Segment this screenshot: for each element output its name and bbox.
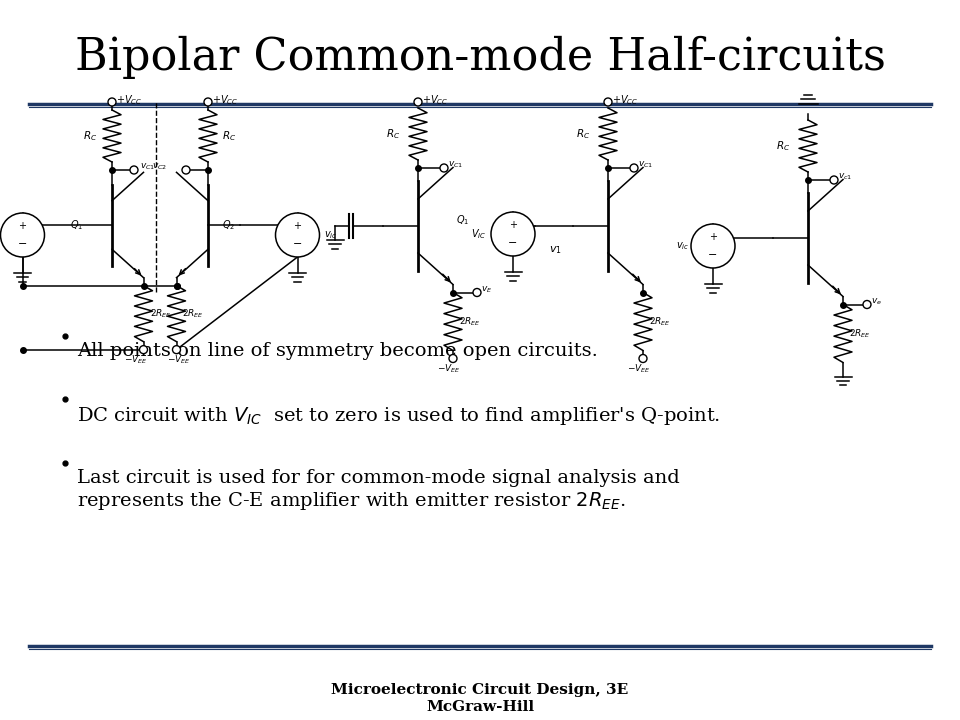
Text: $V_{IC}$: $V_{IC}$	[471, 227, 487, 241]
Text: $v_e$: $v_e$	[871, 296, 882, 307]
Text: $-V_{EE}$: $-V_{EE}$	[437, 362, 461, 374]
Text: $-V_{EE}$: $-V_{EE}$	[167, 354, 190, 366]
Text: $v_{C1}$: $v_{C1}$	[140, 162, 156, 172]
Circle shape	[173, 346, 180, 354]
Circle shape	[830, 176, 838, 184]
Circle shape	[639, 354, 647, 362]
Text: $Q_1$: $Q_1$	[456, 213, 469, 227]
Text: $R_C$: $R_C$	[222, 129, 236, 143]
Text: $Q_2$: $Q_2$	[222, 218, 235, 232]
Circle shape	[204, 98, 212, 106]
Circle shape	[449, 354, 457, 362]
Text: DC circuit with $V_{IC}$  set to zero is used to find amplifier's Q-point.: DC circuit with $V_{IC}$ set to zero is …	[77, 405, 720, 428]
Text: All points on line of symmetry become open circuits.: All points on line of symmetry become op…	[77, 342, 598, 360]
Circle shape	[863, 300, 871, 308]
Text: McGraw-Hill: McGraw-Hill	[426, 700, 534, 714]
Text: $-V_{EE}$: $-V_{EE}$	[124, 354, 147, 366]
Circle shape	[414, 98, 422, 106]
Circle shape	[630, 164, 638, 172]
Circle shape	[130, 166, 138, 174]
Text: $v_E$: $v_E$	[481, 284, 492, 294]
Text: $v_1$: $v_1$	[549, 244, 562, 256]
Circle shape	[276, 213, 320, 257]
Text: $2R_{EE}$: $2R_{EE}$	[849, 328, 871, 340]
Circle shape	[604, 98, 612, 106]
Circle shape	[440, 164, 448, 172]
Text: $R_C$: $R_C$	[576, 127, 590, 141]
Text: $v_{ic}$: $v_{ic}$	[677, 240, 689, 252]
Text: $R_C$: $R_C$	[83, 129, 97, 143]
Text: +: +	[509, 220, 517, 230]
Circle shape	[182, 166, 190, 174]
Circle shape	[139, 346, 148, 354]
Text: $2R_{EE}$: $2R_{EE}$	[649, 315, 671, 328]
Text: $v_{C1}$: $v_{C1}$	[638, 160, 653, 170]
Circle shape	[691, 224, 735, 268]
Circle shape	[491, 212, 535, 256]
Circle shape	[473, 289, 481, 297]
Circle shape	[108, 98, 116, 106]
Text: −: −	[18, 239, 27, 249]
Text: $-V_{EE}$: $-V_{EE}$	[627, 362, 651, 374]
Text: $2R_{EE}$: $2R_{EE}$	[182, 307, 204, 320]
Text: $2R_{EE}$: $2R_{EE}$	[150, 307, 172, 320]
Text: −: −	[708, 251, 718, 260]
Text: +: +	[294, 221, 301, 230]
Text: $+V_{CC}$: $+V_{CC}$	[612, 93, 638, 107]
Text: $R_C$: $R_C$	[386, 127, 400, 141]
Text: Last circuit is used for for common-mode signal analysis and
represents the C-E : Last circuit is used for for common-mode…	[77, 469, 680, 512]
Text: $v_{C1}$: $v_{C1}$	[448, 160, 464, 170]
Circle shape	[1, 213, 44, 257]
Text: $R_C$: $R_C$	[776, 139, 790, 153]
Text: −: −	[293, 239, 302, 249]
Text: −: −	[508, 238, 517, 248]
Text: Bipolar Common-mode Half-circuits: Bipolar Common-mode Half-circuits	[75, 36, 885, 79]
Text: $v_{ic}$: $v_{ic}$	[324, 229, 337, 241]
Text: $+V_{CC}$: $+V_{CC}$	[212, 93, 238, 107]
Text: +: +	[709, 232, 717, 242]
Text: +: +	[18, 221, 27, 230]
Text: $+V_{CC}$: $+V_{CC}$	[422, 93, 448, 107]
Text: $2R_{EE}$: $2R_{EE}$	[459, 315, 481, 328]
Text: Microelectronic Circuit Design, 3E: Microelectronic Circuit Design, 3E	[331, 683, 629, 697]
Text: $Q_1$: $Q_1$	[70, 218, 84, 232]
Text: $v_{C2}$: $v_{C2}$	[152, 162, 167, 172]
Text: $+V_{CC}$: $+V_{CC}$	[116, 93, 142, 107]
Text: $v_{c1}$: $v_{c1}$	[838, 172, 852, 182]
